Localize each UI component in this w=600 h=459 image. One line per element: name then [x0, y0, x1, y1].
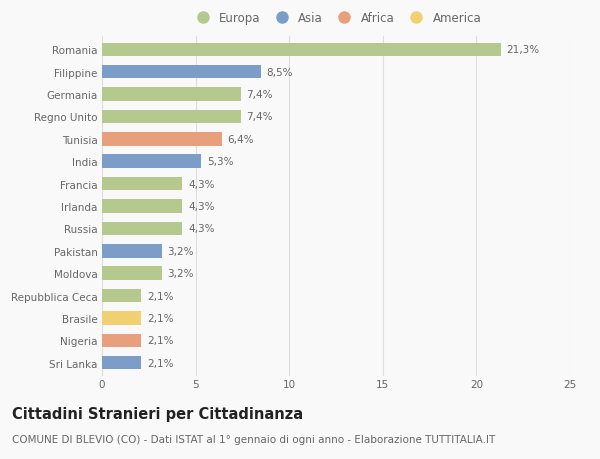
Text: 3,2%: 3,2% — [167, 269, 194, 279]
Bar — [102, 312, 142, 325]
Bar — [102, 111, 241, 124]
Bar — [102, 88, 241, 101]
Bar — [102, 356, 142, 369]
Text: 5,3%: 5,3% — [207, 157, 233, 167]
Bar — [102, 222, 182, 235]
Text: COMUNE DI BLEVIO (CO) - Dati ISTAT al 1° gennaio di ogni anno - Elaborazione TUT: COMUNE DI BLEVIO (CO) - Dati ISTAT al 1°… — [12, 434, 495, 444]
Bar — [102, 267, 162, 280]
Text: 7,4%: 7,4% — [246, 112, 272, 122]
Text: 2,1%: 2,1% — [147, 291, 173, 301]
Bar — [102, 44, 501, 57]
Text: 8,5%: 8,5% — [267, 67, 293, 78]
Bar — [102, 334, 142, 347]
Bar — [102, 133, 222, 146]
Text: 6,4%: 6,4% — [227, 134, 254, 145]
Text: Cittadini Stranieri per Cittadinanza: Cittadini Stranieri per Cittadinanza — [12, 406, 303, 421]
Bar — [102, 178, 182, 191]
Bar — [102, 245, 162, 258]
Bar — [102, 155, 201, 168]
Text: 2,1%: 2,1% — [147, 358, 173, 368]
Text: 2,1%: 2,1% — [147, 313, 173, 323]
Text: 7,4%: 7,4% — [246, 90, 272, 100]
Bar — [102, 289, 142, 302]
Bar — [102, 66, 261, 79]
Text: 4,3%: 4,3% — [188, 179, 215, 189]
Text: 2,1%: 2,1% — [147, 336, 173, 346]
Legend: Europa, Asia, Africa, America: Europa, Asia, Africa, America — [188, 10, 484, 28]
Text: 3,2%: 3,2% — [167, 246, 194, 256]
Text: 4,3%: 4,3% — [188, 202, 215, 212]
Bar — [102, 200, 182, 213]
Text: 4,3%: 4,3% — [188, 224, 215, 234]
Text: 21,3%: 21,3% — [506, 45, 539, 55]
